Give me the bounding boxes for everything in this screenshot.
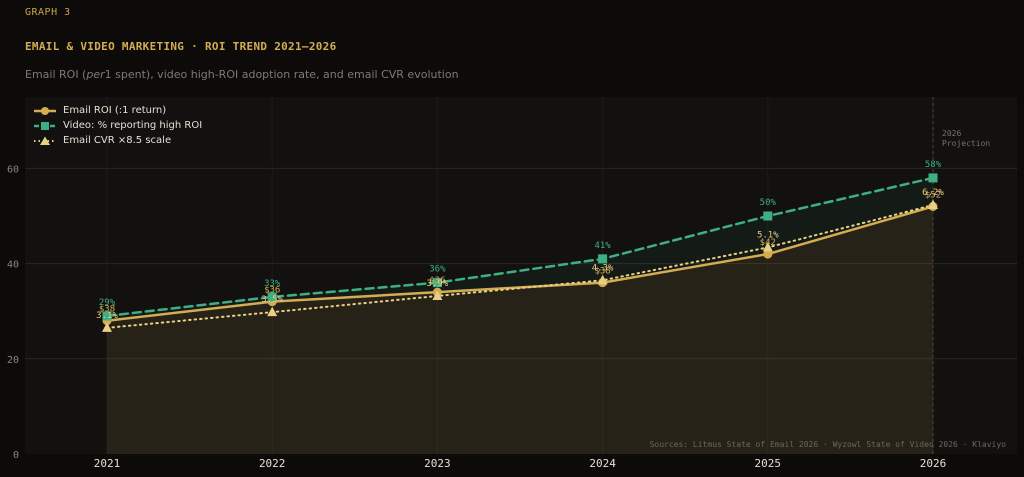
- cvr-data-label: 3.5%: [261, 295, 283, 305]
- y-tick-label: 60: [7, 164, 19, 175]
- legend-item-email[interactable]: Email ROI (:1 return): [33, 103, 202, 118]
- graph-number: GRAPH 3: [25, 7, 71, 18]
- sources-note: Sources: Litmus State of Email 2026 · Wy…: [649, 440, 1006, 449]
- cvr-data-label: 3.1%: [96, 311, 118, 321]
- video-point: [598, 254, 608, 264]
- video-point: [763, 211, 773, 221]
- chart-title: EMAIL & VIDEO MARKETING · ROI TREND 2021…: [25, 40, 337, 53]
- video-point: [928, 173, 938, 183]
- email-data-label: $52: [925, 190, 941, 200]
- email-point: [763, 249, 773, 259]
- video-data-label: 50%: [760, 198, 777, 208]
- email-data-label: $38: [99, 305, 115, 315]
- chart-subtitle: Email ROI (per1 spent), video high-ROI a…: [25, 68, 459, 81]
- legend-label-cvr: Email CVR ×8.5 scale: [63, 135, 172, 146]
- subtitle-end: 1 spent), video high-ROI adoption rate, …: [104, 68, 459, 81]
- series-markers: [102, 173, 938, 332]
- cvr-data-label: 5.1%: [757, 230, 779, 240]
- x-tick-label: 2026: [920, 457, 947, 470]
- email-data-label: $36: [429, 276, 445, 286]
- subtitle-start: Email ROI (: [25, 68, 87, 81]
- chart-legend[interactable]: Email ROI (:1 return) Video: % reporting…: [33, 103, 202, 148]
- area-fills: [107, 177, 933, 454]
- projection-label: 2026 Projection: [942, 129, 990, 149]
- x-tick-label: 2023: [424, 457, 451, 470]
- video-point: [432, 278, 442, 288]
- projection-year: 2026: [942, 129, 962, 138]
- video-data-label: 58%: [925, 160, 942, 170]
- cvr-point: [267, 306, 278, 317]
- email-data-label: $42: [760, 238, 776, 248]
- email-area-fill: [107, 206, 933, 454]
- legend-item-cvr[interactable]: Email CVR ×8.5 scale: [33, 133, 202, 148]
- y-tick-label: 20: [7, 355, 19, 366]
- cvr-point: [762, 241, 773, 252]
- x-tick-label: 2022: [259, 457, 286, 470]
- x-tick-label: 2024: [589, 457, 616, 470]
- video-data-label: 41%: [594, 241, 611, 251]
- cvr-data-label: 6.2%: [922, 188, 944, 198]
- legend-item-video[interactable]: Video: % reporting high ROI: [33, 118, 202, 133]
- series-lines: [105, 176, 935, 329]
- triangle-marker-icon: [34, 136, 56, 145]
- email-data-label: $38: [594, 267, 610, 277]
- legend-label-video: Video: % reporting high ROI: [63, 120, 203, 131]
- x-tick-label: 2025: [755, 457, 782, 470]
- video-line: [105, 176, 935, 318]
- cvr-data-label: 4.3%: [592, 263, 614, 273]
- x-tick-label: 2021: [94, 457, 121, 470]
- video-point: [102, 311, 112, 321]
- square-marker-icon: [34, 121, 56, 130]
- cvr-point: [928, 199, 938, 210]
- video-data-label: 36%: [429, 265, 446, 275]
- data-labels: $38 $36 $36 $38 $42 $52 29% 33% 36% 41% 50% 58% 3.1%…: [96, 160, 944, 321]
- subtitle-emphasis: per: [86, 68, 105, 81]
- video-data-label: 33%: [264, 279, 281, 289]
- y-tick-label: 0: [13, 450, 19, 461]
- email-line: [105, 205, 935, 322]
- cvr-point: [102, 322, 112, 332]
- plot-panel: [25, 97, 1017, 454]
- video-point: [267, 292, 277, 302]
- cvr-point: [432, 290, 443, 300]
- cvr-line: [106, 204, 934, 329]
- circle-marker-icon: [34, 106, 56, 115]
- projection-text: Projection: [942, 139, 991, 148]
- axes: 0 20 40 60 2021 2022 2023 2024 2025 2026: [7, 164, 946, 470]
- cvr-data-label: 3.9%: [427, 279, 449, 289]
- cvr-point: [597, 274, 608, 285]
- y-tick-label: 40: [7, 260, 19, 271]
- video-data-label: 29%: [99, 298, 116, 308]
- email-data-label: $36: [264, 286, 280, 296]
- legend-label-email: Email ROI (:1 return): [63, 105, 167, 116]
